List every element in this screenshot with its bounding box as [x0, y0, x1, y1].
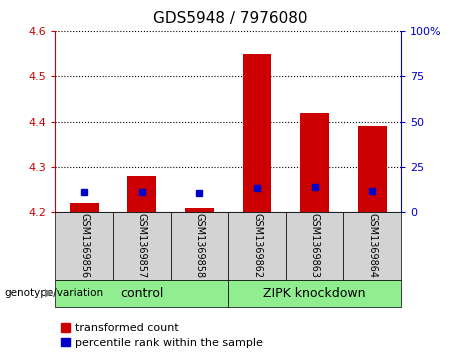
Bar — [300, 113, 329, 212]
Bar — [70, 203, 99, 212]
Text: GSM1369858: GSM1369858 — [195, 213, 204, 278]
Bar — [185, 208, 214, 212]
Bar — [358, 126, 387, 212]
Text: ▶: ▶ — [45, 288, 53, 298]
FancyBboxPatch shape — [343, 212, 401, 280]
Bar — [127, 176, 156, 212]
Bar — [242, 54, 272, 212]
Text: GSM1369862: GSM1369862 — [252, 213, 262, 278]
FancyBboxPatch shape — [55, 280, 228, 307]
Text: GSM1369863: GSM1369863 — [310, 213, 319, 278]
Text: GSM1369856: GSM1369856 — [79, 213, 89, 278]
FancyBboxPatch shape — [228, 212, 286, 280]
FancyBboxPatch shape — [286, 212, 343, 280]
FancyBboxPatch shape — [171, 212, 228, 280]
Text: GSM1369864: GSM1369864 — [367, 213, 377, 278]
Text: genotype/variation: genotype/variation — [5, 288, 104, 298]
FancyBboxPatch shape — [113, 212, 171, 280]
FancyBboxPatch shape — [55, 212, 113, 280]
Text: GSM1369857: GSM1369857 — [137, 213, 147, 278]
FancyBboxPatch shape — [228, 280, 401, 307]
Text: control: control — [120, 287, 164, 299]
Legend: transformed count, percentile rank within the sample: transformed count, percentile rank withi… — [61, 323, 263, 348]
Text: ZIPK knockdown: ZIPK knockdown — [263, 287, 366, 299]
Text: GDS5948 / 7976080: GDS5948 / 7976080 — [153, 11, 308, 26]
